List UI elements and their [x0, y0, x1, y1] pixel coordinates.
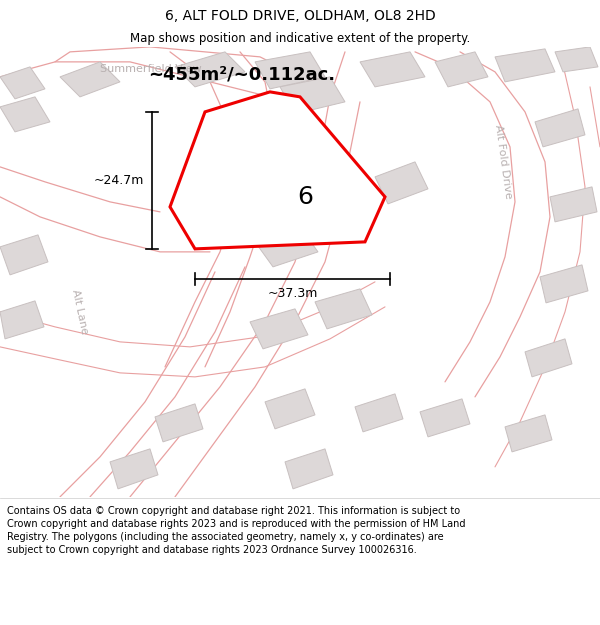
Polygon shape [175, 52, 245, 87]
Polygon shape [375, 162, 428, 204]
Polygon shape [495, 49, 555, 82]
Polygon shape [420, 399, 470, 437]
Polygon shape [355, 394, 403, 432]
Polygon shape [555, 47, 598, 72]
Polygon shape [280, 77, 345, 114]
Text: Alt Lane: Alt Lane [217, 114, 247, 159]
Polygon shape [155, 404, 203, 442]
Polygon shape [255, 227, 318, 267]
Polygon shape [0, 67, 45, 99]
Text: Map shows position and indicative extent of the property.: Map shows position and indicative extent… [130, 32, 470, 45]
Polygon shape [110, 449, 158, 489]
Text: ~455m²/~0.112ac.: ~455m²/~0.112ac. [148, 66, 335, 84]
Text: ~37.3m: ~37.3m [268, 287, 317, 300]
Polygon shape [435, 52, 488, 87]
Text: 6, ALT FOLD DRIVE, OLDHAM, OL8 2HD: 6, ALT FOLD DRIVE, OLDHAM, OL8 2HD [164, 9, 436, 23]
Text: Contains OS data © Crown copyright and database right 2021. This information is : Contains OS data © Crown copyright and d… [7, 506, 466, 556]
Polygon shape [60, 62, 120, 97]
Text: 6: 6 [297, 185, 313, 209]
Polygon shape [170, 92, 385, 249]
Polygon shape [315, 289, 372, 329]
Text: Alt Fold Drive: Alt Fold Drive [493, 124, 513, 199]
Text: ~24.7m: ~24.7m [94, 174, 144, 187]
Polygon shape [0, 301, 44, 339]
Polygon shape [535, 109, 585, 147]
Polygon shape [0, 97, 50, 132]
Polygon shape [0, 235, 48, 275]
Polygon shape [505, 415, 552, 452]
Polygon shape [255, 52, 325, 89]
Polygon shape [525, 339, 572, 377]
Polygon shape [285, 449, 333, 489]
Polygon shape [265, 389, 315, 429]
Text: Summerfield View: Summerfield View [100, 64, 202, 74]
Polygon shape [250, 309, 308, 349]
Polygon shape [540, 265, 588, 303]
Text: Alt Lane: Alt Lane [70, 289, 89, 335]
Polygon shape [360, 52, 425, 87]
Polygon shape [250, 107, 320, 147]
Polygon shape [550, 187, 597, 222]
